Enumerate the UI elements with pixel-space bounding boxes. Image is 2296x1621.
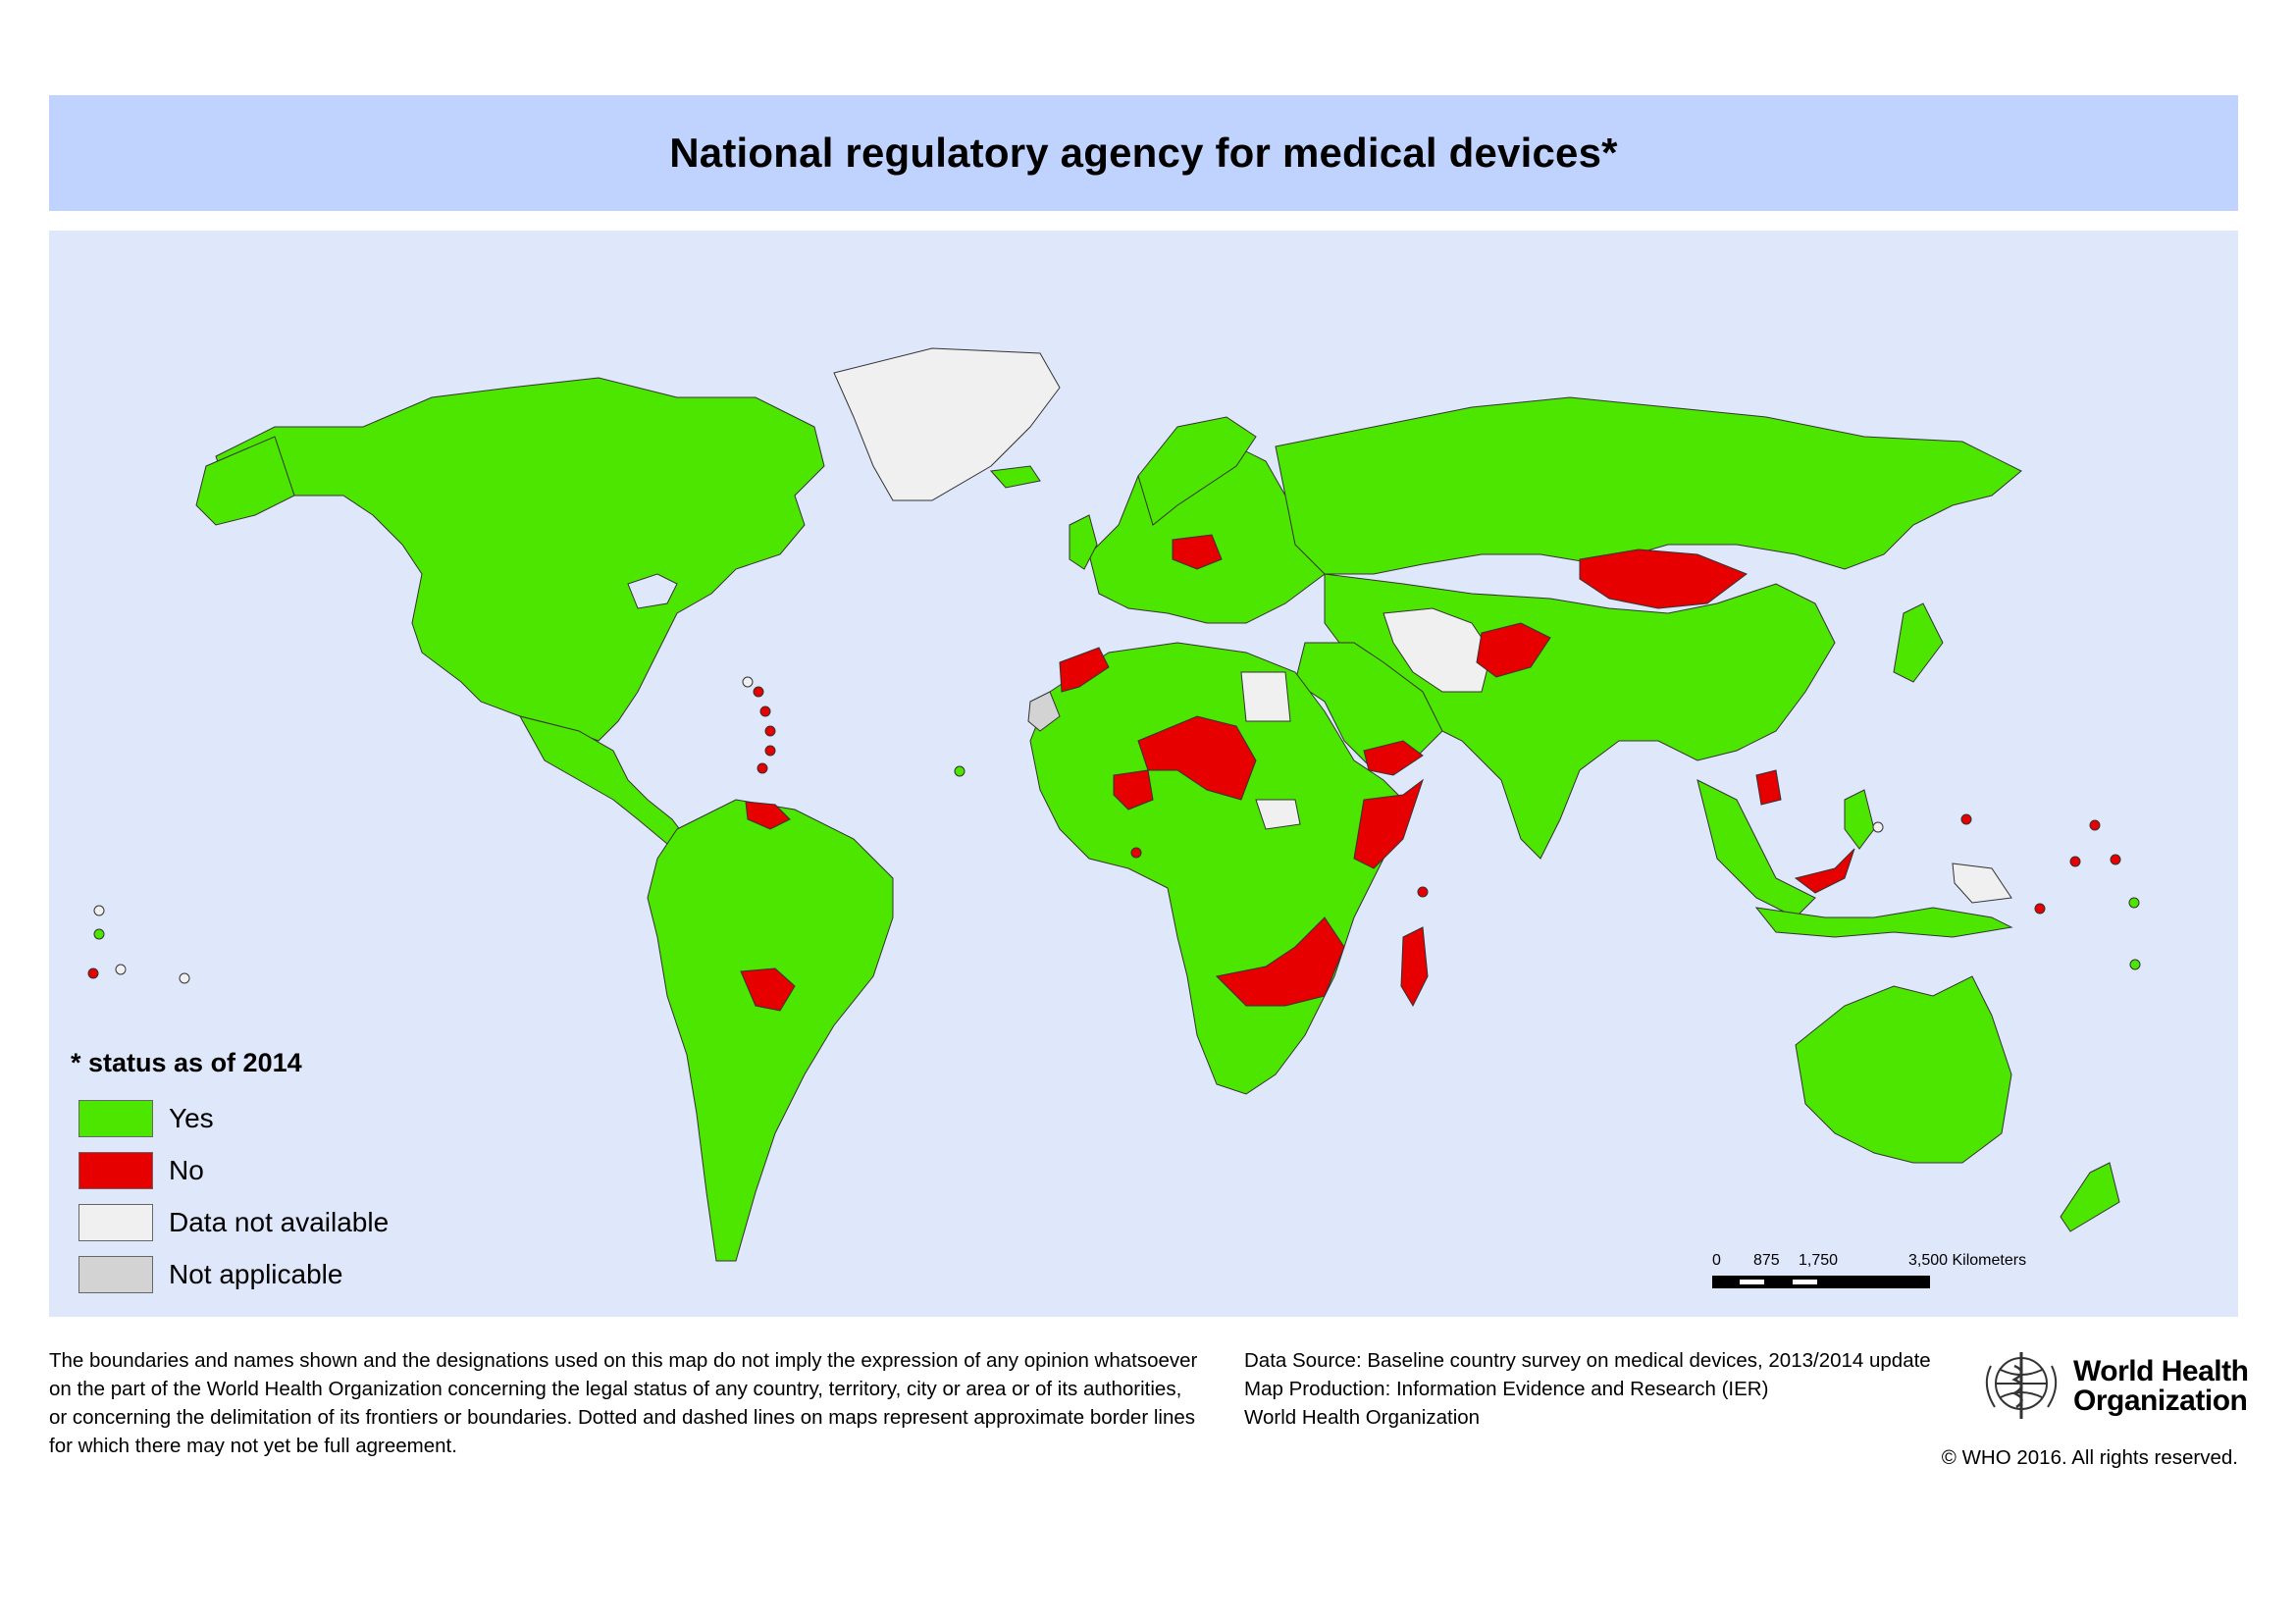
who-logo: World Health Organization	[1977, 1346, 2249, 1427]
great-lakes	[627, 573, 678, 609]
region-niger-chad	[1137, 715, 1257, 801]
region-png	[1952, 863, 2012, 904]
island-marker	[2034, 903, 2046, 915]
region-philippines	[1844, 789, 1875, 850]
region-morocco	[1059, 647, 1110, 693]
disclaimer-line: on the part of the World Health Organiza…	[49, 1378, 1182, 1400]
map-panel: * status as of 2014 Yes No Data not avai…	[49, 231, 2238, 1317]
disclaimer: The boundaries and names shown and the d…	[49, 1346, 1226, 1460]
legend-item-yes: Yes	[78, 1099, 214, 1138]
who-wordmark-line2: Organization	[2073, 1385, 2248, 1417]
region-paraguay	[740, 967, 796, 1012]
region-north-america	[215, 377, 825, 742]
island-marker	[742, 676, 754, 688]
scale-bar-segment	[1793, 1280, 1817, 1284]
region-new-zealand	[2060, 1162, 2120, 1232]
region-afghanistan	[1476, 622, 1551, 678]
legend-item-not-available: Data not available	[78, 1203, 389, 1242]
region-yemen	[1363, 740, 1424, 776]
island-marker	[1130, 847, 1142, 859]
region-alaska	[195, 436, 295, 526]
legend-swatch-not-applicable	[78, 1256, 153, 1293]
scale-bar: 0 875 1,750 3,500 Kilometers	[1712, 1252, 2026, 1301]
source-line: World Health Organization	[1244, 1406, 1481, 1429]
who-wordmark-line1: World Health	[2073, 1355, 2249, 1387]
region-uk	[1069, 514, 1098, 570]
disclaimer-line: The boundaries and names shown and the d…	[49, 1349, 1198, 1372]
region-japan	[1893, 602, 1944, 683]
island-marker	[1960, 813, 1972, 825]
source-line: Data Source: Baseline country survey on …	[1244, 1349, 1931, 1372]
island-marker	[764, 745, 776, 757]
island-marker	[179, 972, 190, 984]
data-source: Data Source: Baseline country survey on …	[1244, 1346, 1990, 1432]
island-marker	[2089, 819, 2101, 831]
island-marker	[2069, 856, 2081, 867]
region-malaysia	[1794, 848, 1855, 894]
island-marker	[93, 905, 105, 916]
region-madagascar	[1400, 926, 1429, 1008]
island-marker	[87, 967, 99, 979]
island-marker	[2110, 854, 2121, 865]
map-title: National regulatory agency for medical d…	[669, 130, 1618, 176]
who-emblem-icon	[1985, 1352, 2058, 1419]
legend-swatch-yes	[78, 1100, 153, 1137]
disclaimer-line: for which there may not yet be full agre…	[49, 1435, 457, 1457]
scale-tick-0: 0	[1712, 1252, 1721, 1269]
island-marker	[757, 762, 768, 774]
legend-swatch-not-available	[78, 1204, 153, 1241]
region-iran	[1383, 607, 1492, 693]
legend-label-not-available: Data not available	[169, 1207, 390, 1237]
legend-label-no: No	[169, 1155, 204, 1185]
region-scandinavia	[1137, 416, 1257, 526]
region-horn	[1353, 778, 1424, 869]
region-southern-africa	[1215, 916, 1345, 1007]
source-line: Map Production: Information Evidence and…	[1244, 1378, 1769, 1400]
region-south-sudan	[1255, 799, 1301, 830]
region-nigeria	[1113, 769, 1154, 810]
region-russia	[1275, 396, 2022, 575]
island-marker	[2128, 897, 2140, 909]
scale-tick-3500: 3,500 Kilometers	[1908, 1252, 2027, 1269]
region-libya	[1240, 671, 1291, 722]
scale-bar-segment	[1740, 1280, 1764, 1284]
region-poland	[1172, 534, 1223, 570]
island-marker	[753, 686, 764, 698]
island-marker	[764, 725, 776, 737]
legend-label-yes: Yes	[169, 1103, 214, 1133]
island-marker	[93, 928, 105, 940]
region-indonesia	[1754, 907, 2013, 938]
who-wordmark: World Health Organization	[2073, 1355, 2249, 1417]
region-greenland	[833, 347, 1061, 501]
disclaimer-line: or concerning the delimitation of its fr…	[49, 1406, 1196, 1429]
region-thailand	[1755, 769, 1782, 806]
island-marker	[759, 706, 771, 717]
region-iceland	[989, 465, 1041, 489]
island-marker	[1417, 886, 1429, 898]
scale-tick-875: 875	[1753, 1252, 1780, 1269]
scale-tick-1750: 1,750	[1799, 1252, 1839, 1269]
title-bar: National regulatory agency for medical d…	[49, 95, 2238, 211]
region-mongolia	[1579, 549, 1748, 609]
region-se-asia	[1696, 779, 1816, 918]
legend-title: * status as of 2014	[71, 1048, 302, 1077]
island-marker	[954, 765, 965, 777]
copyright: © WHO 2016. All rights reserved.	[1941, 1446, 2238, 1469]
region-australia	[1795, 975, 2012, 1164]
region-south-america	[647, 799, 894, 1262]
world-map	[87, 347, 2141, 1262]
legend-item-not-applicable: Not applicable	[78, 1255, 342, 1294]
legend-item-no: No	[78, 1151, 204, 1190]
legend-label-not-applicable: Not applicable	[169, 1259, 343, 1289]
scale-bar-graphic	[1712, 1276, 1930, 1288]
island-marker	[2129, 959, 2141, 970]
island-marker	[1872, 821, 1884, 833]
legend-swatch-no	[78, 1152, 153, 1189]
island-marker	[115, 964, 127, 975]
region-western-sahara	[1027, 691, 1061, 732]
region-guiana	[745, 801, 791, 830]
